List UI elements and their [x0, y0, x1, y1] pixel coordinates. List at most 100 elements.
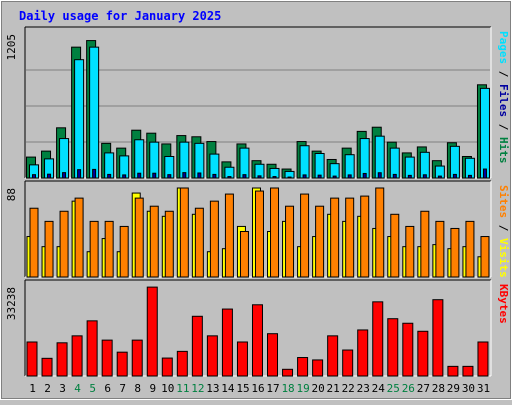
- files-bar-day-3-body: [59, 138, 70, 179]
- sites-bar-day-23-body: [360, 195, 370, 278]
- pages-bar-day-2-body: [47, 173, 52, 179]
- kbytes-bar-day-29-body: [447, 365, 459, 377]
- kbytes-bar-day-3: [56, 342, 68, 377]
- pages-bar-day-4: [77, 169, 82, 179]
- kbytes-bar-day-20-body: [312, 359, 324, 377]
- sites-bar-day-20: [315, 205, 325, 278]
- pages-bar-day-20: [317, 174, 322, 179]
- pages-bar-day-12-body: [197, 172, 202, 179]
- day-label-30: 30: [462, 382, 475, 395]
- pages-bar-day-21-body: [332, 175, 337, 179]
- pages-bar-day-27: [422, 174, 427, 179]
- sites-bar-day-21: [330, 197, 340, 278]
- day-label-5: 5: [89, 382, 96, 395]
- files-bar-day-15: [239, 147, 250, 179]
- panel-3-side-label-kbytes: KBytes: [497, 284, 510, 324]
- sites-bar-day-1: [29, 207, 39, 278]
- panel-1-side-label-separator: /: [497, 117, 510, 137]
- day-label-16: 16: [251, 382, 264, 395]
- pages-bar-day-31: [482, 168, 487, 179]
- sites-bar-day-7-body: [119, 225, 129, 278]
- kbytes-bar-day-16-body: [251, 304, 263, 377]
- kbytes-bar-day-12-body: [191, 315, 203, 377]
- sites-bar-day-4: [74, 197, 84, 278]
- day-label-2: 2: [44, 382, 51, 395]
- files-bar-day-9: [149, 141, 160, 179]
- files-bar-day-8-body: [134, 139, 145, 179]
- pages-bar-day-1-body: [32, 174, 36, 179]
- pages-bar-day-6-body: [107, 173, 112, 179]
- kbytes-bar-day-25-body: [387, 318, 399, 377]
- sites-bar-day-18-body: [285, 205, 295, 278]
- kbytes-bar-day-23: [357, 329, 369, 377]
- sites-bar-day-7: [119, 225, 129, 278]
- kbytes-bar-day-3-body: [56, 342, 68, 377]
- kbytes-bar-day-31: [477, 341, 489, 377]
- sites-bar-day-15: [239, 230, 249, 278]
- files-bar-day-23-body: [359, 138, 370, 179]
- pages-bar-day-9-body: [152, 172, 157, 179]
- day-label-18: 18: [281, 382, 294, 395]
- files-bar-day-24: [374, 135, 385, 179]
- day-label-9: 9: [149, 382, 156, 395]
- pages-bar-day-12: [197, 172, 202, 179]
- kbytes-bar-day-10: [161, 357, 173, 377]
- kbytes-bar-day-21: [327, 335, 339, 377]
- sites-bar-day-27: [420, 210, 430, 278]
- day-label-12: 12: [191, 382, 204, 395]
- sites-bar-day-31-body: [480, 236, 490, 278]
- files-bar-day-24-body: [374, 135, 385, 179]
- day-label-26: 26: [402, 382, 415, 395]
- kbytes-bar-day-18-body: [282, 368, 294, 377]
- sites-bar-day-24: [375, 187, 385, 278]
- sites-bar-day-4-body: [74, 197, 84, 278]
- sites-bar-day-3: [59, 210, 69, 278]
- pages-bar-day-21: [332, 175, 337, 179]
- day-label-4: 4: [74, 382, 81, 395]
- pages-bar-day-18-body: [287, 176, 292, 179]
- day-label-31: 31: [477, 382, 490, 395]
- pages-bar-day-23: [362, 172, 367, 179]
- pages-bar-day-25: [392, 173, 397, 179]
- pages-bar-day-9: [152, 172, 157, 179]
- day-label-29: 29: [447, 382, 460, 395]
- kbytes-bar-day-12: [191, 315, 203, 377]
- pages-bar-day-3-body: [62, 172, 67, 179]
- pages-bar-day-6: [107, 173, 112, 179]
- pages-bar-day-4-body: [77, 169, 82, 179]
- sites-bar-day-26-body: [405, 225, 415, 278]
- panel-2-side-label-visits: Visits: [497, 238, 510, 278]
- pages-bar-day-26-body: [407, 174, 412, 179]
- kbytes-bar-day-18: [282, 368, 294, 377]
- pages-bar-day-10: [167, 174, 172, 179]
- pages-bar-day-22: [347, 174, 352, 179]
- pages-bar-day-31-body: [482, 168, 487, 179]
- pages-bar-day-19: [302, 174, 307, 179]
- pages-bar-day-2: [47, 173, 52, 179]
- sites-bar-day-5-body: [89, 220, 99, 278]
- kbytes-bar-day-8-body: [131, 339, 143, 377]
- sites-bar-day-29-body: [450, 227, 460, 278]
- sites-bar-day-10: [164, 210, 174, 278]
- sites-bar-day-25: [390, 213, 400, 278]
- sites-bar-day-6: [104, 220, 114, 278]
- kbytes-bar-day-30: [462, 365, 474, 377]
- sites-bar-day-11-body: [179, 187, 189, 278]
- files-bar-day-20-body: [314, 153, 325, 179]
- files-bar-day-29: [449, 145, 460, 179]
- panel-1-side-label-files: Files: [497, 84, 510, 117]
- files-bar-day-20: [314, 153, 325, 179]
- panel-3-max-label: 33238: [5, 287, 18, 320]
- pages-bar-day-11: [182, 172, 187, 179]
- pages-bar-day-28-body: [437, 175, 442, 179]
- pages-bar-day-26: [407, 174, 412, 179]
- files-bar-day-25-body: [389, 147, 400, 179]
- sites-bar-day-25-body: [390, 213, 400, 278]
- files-bar-day-8: [134, 139, 145, 179]
- files-bar-day-23: [359, 138, 370, 179]
- sites-bar-day-22-body: [345, 197, 355, 278]
- day-label-8: 8: [134, 382, 141, 395]
- kbytes-bar-day-5: [86, 320, 98, 377]
- files-bar-day-4: [74, 59, 85, 179]
